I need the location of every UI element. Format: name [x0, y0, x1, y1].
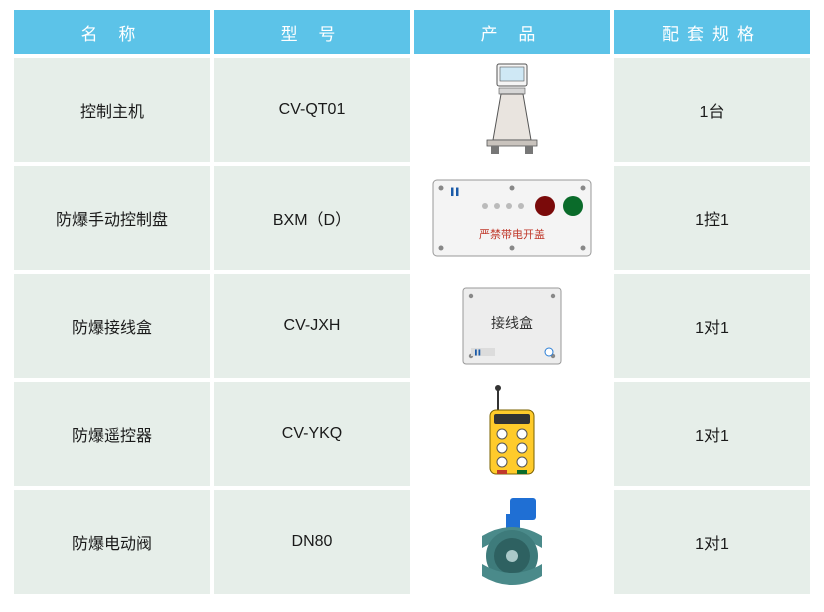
col-header-product: 产 品 [414, 10, 610, 54]
cell-spec: 1对1 [614, 490, 810, 594]
cell-model: CV-JXH [214, 274, 410, 378]
product-image-remote [414, 382, 610, 486]
col-header-spec: 配套规格 [614, 10, 810, 54]
svg-text:严禁带电开盖: 严禁带电开盖 [479, 227, 545, 241]
col-header-model: 型 号 [214, 10, 410, 54]
cell-spec: 1对1 [614, 382, 810, 486]
jbox-label: 接线盒 [491, 315, 533, 332]
product-image-valve [414, 490, 610, 594]
cell-name: 控制主机 [14, 58, 210, 162]
svg-text:▌▌: ▌▌ [451, 187, 461, 197]
product-image-junction-box: 接线盒 ▌▌ [414, 274, 610, 378]
product-image-kiosk [414, 58, 610, 162]
product-spec-table: 名 称 型 号 产 品 配套规格 控制主机 CV-QT01 1台 防爆手动控制盘… [14, 10, 810, 594]
cell-name: 防爆电动阀 [14, 490, 210, 594]
cell-name: 防爆接线盒 [14, 274, 210, 378]
cell-spec: 1台 [614, 58, 810, 162]
cell-model: BXM（D） [214, 166, 410, 270]
product-image-control-panel: 严禁带电开盖 ▌▌ [414, 166, 610, 270]
cell-name: 防爆遥控器 [14, 382, 210, 486]
cell-model: CV-YKQ [214, 382, 410, 486]
cell-model: CV-QT01 [214, 58, 410, 162]
cell-model: DN80 [214, 490, 410, 594]
cell-name: 防爆手动控制盘 [14, 166, 210, 270]
col-header-name: 名 称 [14, 10, 210, 54]
cell-spec: 1控1 [614, 166, 810, 270]
svg-text:▌▌: ▌▌ [475, 349, 482, 356]
cell-spec: 1对1 [614, 274, 810, 378]
